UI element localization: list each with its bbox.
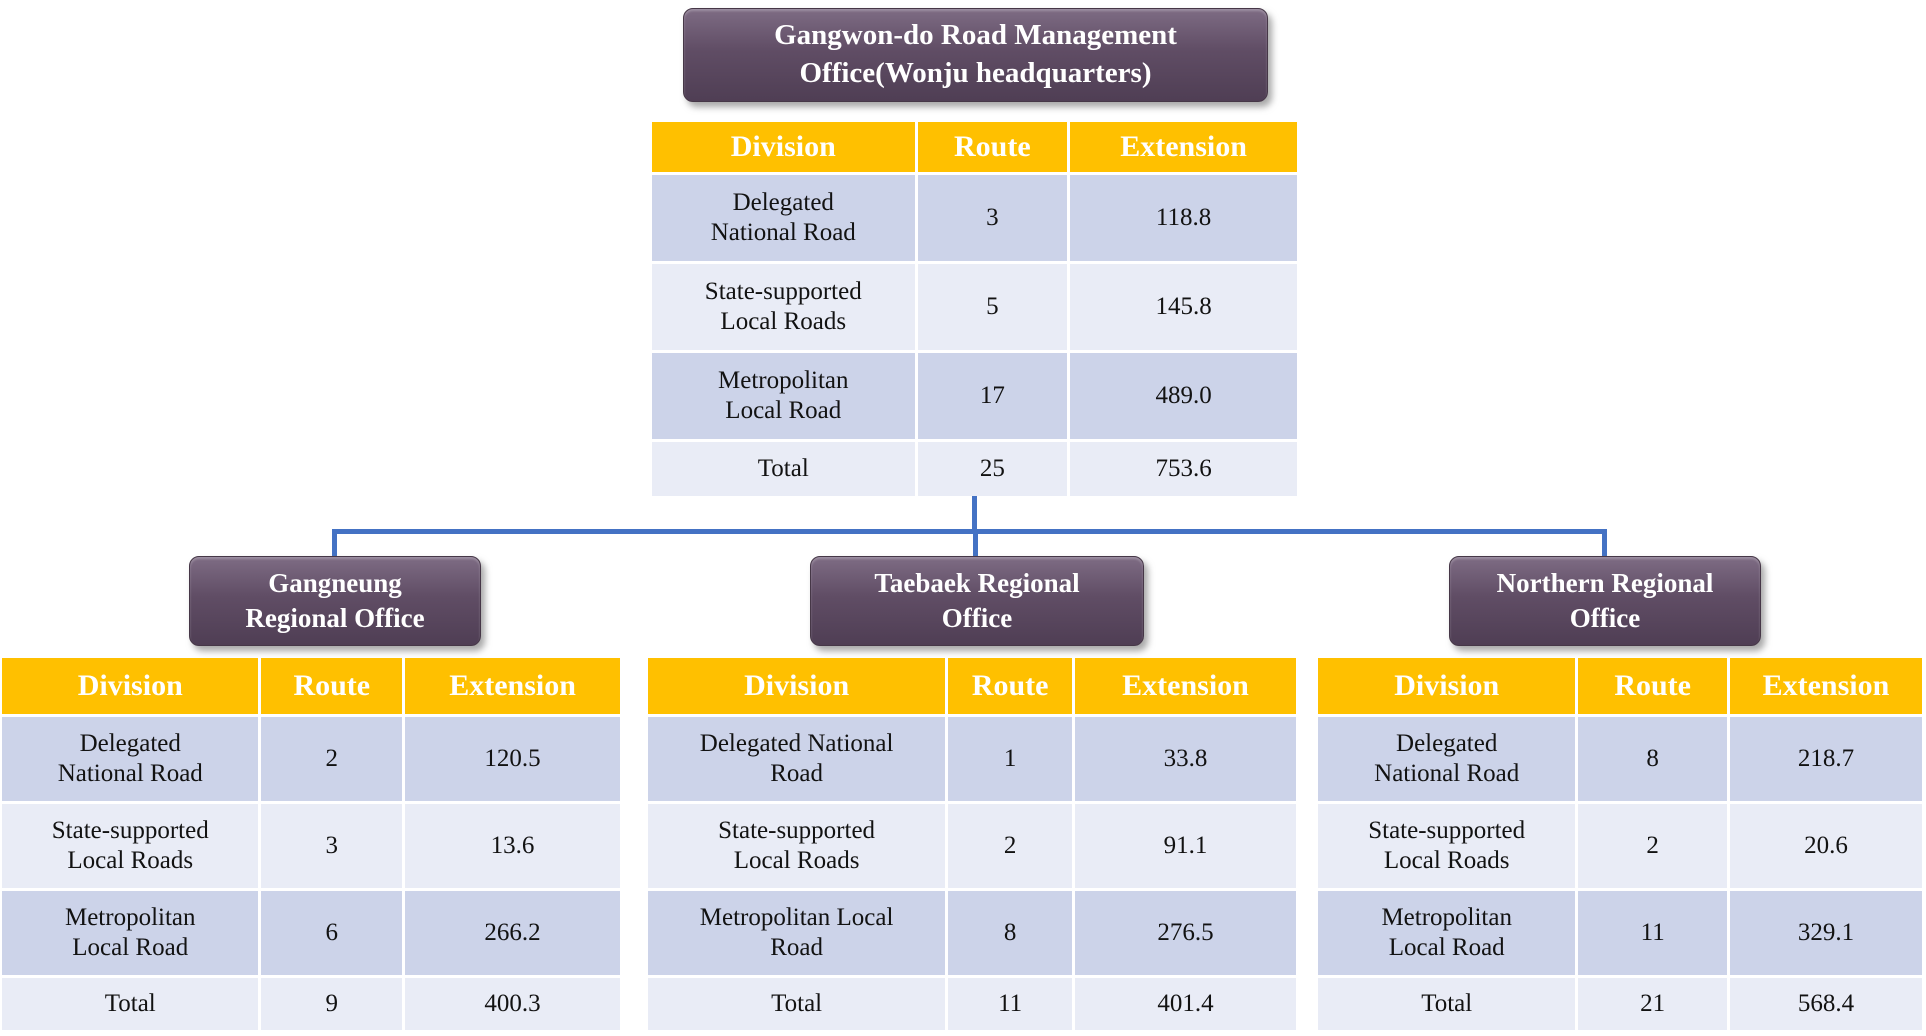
route-cell: 1 — [948, 717, 1073, 801]
column-header-extension: Extension — [1075, 658, 1296, 714]
connector-horizontal — [332, 529, 1607, 534]
route-cell: 21 — [1578, 978, 1727, 1030]
connector-drop-right — [1602, 529, 1607, 559]
division-cell: Metropolitan Local Road — [2, 891, 259, 975]
division-cell: State-supported Local Roads — [1318, 804, 1576, 888]
division-cell: Total — [2, 978, 259, 1030]
route-cell: 11 — [1578, 891, 1727, 975]
office-box-gangneung: Gangneung Regional Office — [189, 556, 481, 646]
office-box-taebaek: Taebaek Regional Office — [810, 556, 1144, 646]
extension-cell: 329.1 — [1729, 891, 1922, 975]
route-cell: 9 — [261, 978, 403, 1030]
route-cell: 8 — [1578, 717, 1727, 801]
extension-cell: 218.7 — [1729, 717, 1922, 801]
extension-cell: 753.6 — [1070, 442, 1297, 496]
column-header-route: Route — [948, 658, 1073, 714]
division-cell: Delegated National Road — [652, 175, 915, 261]
extension-cell: 276.5 — [1075, 891, 1296, 975]
route-cell: 3 — [261, 804, 403, 888]
connector-drop-center — [973, 529, 978, 559]
route-cell: 25 — [917, 442, 1068, 496]
extension-cell: 568.4 — [1729, 978, 1922, 1030]
office-title-northern: Northern Regional Office — [1496, 567, 1714, 633]
column-header-division: Division — [2, 658, 259, 714]
division-cell: State-supported Local Roads — [648, 804, 946, 888]
column-header-route: Route — [917, 122, 1068, 172]
root-office-box: Gangwon-do Road Management Office(Wonju … — [683, 8, 1268, 102]
column-header-extension: Extension — [1729, 658, 1922, 714]
office-title-taebaek: Taebaek Regional Office — [874, 567, 1080, 633]
extension-cell: 266.2 — [405, 891, 620, 975]
division-cell: Delegated National Road — [648, 717, 946, 801]
column-header-division: Division — [1318, 658, 1576, 714]
extension-cell: 401.4 — [1075, 978, 1296, 1030]
column-header-route: Route — [261, 658, 403, 714]
gangneung-table: Division Route Extension Delegated National… — [2, 658, 620, 1030]
division-cell: Metropolitan Local Road — [648, 891, 946, 975]
division-cell: Total — [648, 978, 946, 1030]
extension-cell: 118.8 — [1070, 175, 1297, 261]
root-office-table: Division Route Extension Delegated National… — [652, 122, 1297, 496]
extension-cell: 20.6 — [1729, 804, 1922, 888]
column-header-division: Division — [652, 122, 915, 172]
route-cell: 8 — [948, 891, 1073, 975]
northern-table: Division Route Extension Delegated National… — [1318, 658, 1922, 1030]
route-cell: 2 — [948, 804, 1073, 888]
extension-cell: 91.1 — [1075, 804, 1296, 888]
route-cell: 2 — [261, 717, 403, 801]
office-title-gangneung: Gangneung Regional Office — [245, 567, 425, 633]
office-box-northern: Northern Regional Office — [1449, 556, 1761, 646]
division-cell: State-supported Local Roads — [652, 264, 915, 350]
extension-cell: 400.3 — [405, 978, 620, 1030]
route-cell: 5 — [917, 264, 1068, 350]
division-cell: Total — [1318, 978, 1576, 1030]
column-header-division: Division — [648, 658, 946, 714]
extension-cell: 489.0 — [1070, 353, 1297, 439]
connector-root-stem — [972, 494, 977, 534]
column-header-extension: Extension — [405, 658, 620, 714]
route-cell: 6 — [261, 891, 403, 975]
division-cell: Total — [652, 442, 915, 496]
division-cell: Delegated National Road — [1318, 717, 1576, 801]
route-cell: 3 — [917, 175, 1068, 261]
taebaek-table: Division Route Extension Delegated National… — [648, 658, 1296, 1030]
division-cell: State-supported Local Roads — [2, 804, 259, 888]
column-header-extension: Extension — [1070, 122, 1297, 172]
route-cell: 17 — [917, 353, 1068, 439]
root-office-title: Gangwon-do Road Management Office(Wonju … — [774, 19, 1177, 89]
extension-cell: 13.6 — [405, 804, 620, 888]
extension-cell: 120.5 — [405, 717, 620, 801]
column-header-route: Route — [1578, 658, 1727, 714]
connector-drop-left — [332, 529, 337, 559]
extension-cell: 33.8 — [1075, 717, 1296, 801]
division-cell: Metropolitan Local Road — [1318, 891, 1576, 975]
division-cell: Delegated National Road — [2, 717, 259, 801]
extension-cell: 145.8 — [1070, 264, 1297, 350]
route-cell: 2 — [1578, 804, 1727, 888]
route-cell: 11 — [948, 978, 1073, 1030]
division-cell: Metropolitan Local Road — [652, 353, 915, 439]
